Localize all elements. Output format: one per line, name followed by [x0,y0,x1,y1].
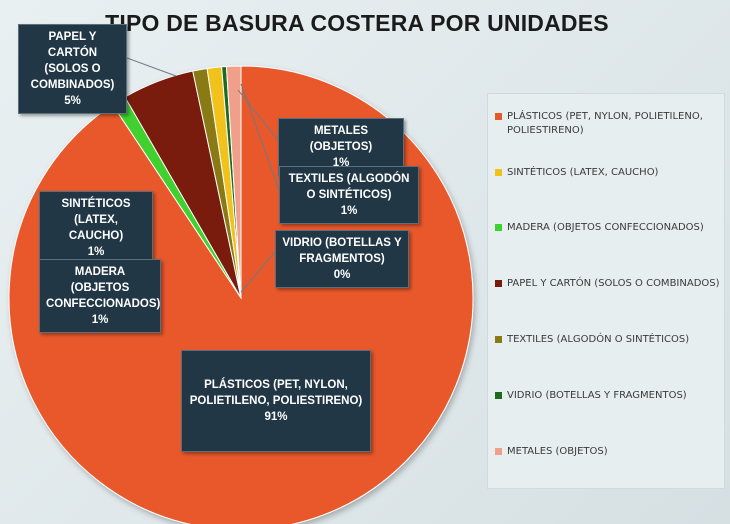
data-label-textiles-pct: 1% [340,205,358,217]
data-label-sinteticos: SINTÉTICOS (LATEX, CAUCHO) 1% [39,191,153,265]
leader-line [126,57,177,77]
leader-line [240,251,276,293]
legend-swatch [495,336,502,343]
legend-label: VIDRIO (BOTELLAS Y FRAGMENTOS) [507,390,687,401]
legend-label: PAPEL Y CARTÓN (SOLOS O COMBINADOS) [507,278,720,289]
legend-item: SINTÉTICOS (LATEX, CAUCHO) [495,166,721,180]
leader-line [237,89,279,141]
data-label-papel: PAPEL Y CARTÓN (SOLOS O COMBINADOS) 5% [18,24,127,114]
legend-swatch [495,392,502,399]
legend-item: PAPEL Y CARTÓN (SOLOS O COMBINADOS) [495,277,721,291]
legend-label: METALES (OBJETOS) [507,446,608,457]
data-label-plasticos-pct: 91% [264,411,288,423]
legend: PLÁSTICOS (PET, NYLON, POLIETILENO, POLI… [487,93,725,489]
data-label-vidrio-text: VIDRIO (BOTELLAS Y FRAGMENTOS) [282,237,402,265]
legend-swatch [495,113,502,120]
legend-item: MADERA (OBJETOS CONFECCIONADOS) [495,221,721,235]
leader-line [240,83,280,191]
data-label-madera-text: MADERA (OBJETOS CONFECCIONADOS) [46,266,161,310]
data-label-plasticos: PLÁSTICOS (PET, NYLON, POLIETILENO, POLI… [181,350,371,452]
data-label-textiles-text: TEXTILES (ALGODÓN O SINTÉTICOS) [288,173,410,201]
data-label-madera-pct: 1% [91,314,109,326]
data-label-papel-pct: 5% [64,95,81,107]
legend-item: VIDRIO (BOTELLAS Y FRAGMENTOS) [495,389,721,403]
legend-swatch [495,169,502,176]
chart-title-text: TIPO DE BASURA COSTERA POR UNIDADES [105,10,609,36]
data-label-vidrio-pct: 0% [333,269,351,281]
chart-title: TIPO DE BASURA COSTERA POR UNIDADES [0,10,730,37]
legend-label: PLÁSTICOS (PET, NYLON, POLIETILENO, POLI… [507,111,703,136]
legend-item: PLÁSTICOS (PET, NYLON, POLIETILENO, POLI… [495,110,721,138]
legend-label: SINTÉTICOS (LATEX, CAUCHO) [507,167,659,178]
data-label-plasticos-text: PLÁSTICOS (PET, NYLON, POLIETILENO, POLI… [189,379,363,407]
data-label-sinteticos-pct: 1% [87,246,105,258]
legend-label: TEXTILES (ALGODÓN O SINTÉTICOS) [507,334,690,345]
data-label-papel-text: PAPEL Y CARTÓN (SOLOS O COMBINADOS) [30,31,115,91]
legend-swatch [495,280,502,287]
legend-item: METALES (OBJETOS) [495,445,721,459]
legend-item: TEXTILES (ALGODÓN O SINTÉTICOS) [495,333,721,347]
pie-slice [225,65,242,299]
data-label-madera: MADERA (OBJETOS CONFECCIONADOS) 1% [39,259,161,333]
data-label-vidrio: VIDRIO (BOTELLAS Y FRAGMENTOS) 0% [275,230,409,288]
legend-label: MADERA (OBJETOS CONFECCIONADOS) [507,222,704,233]
data-label-metales-text: METALES (OBJETOS) [309,125,373,153]
legend-swatch [495,224,502,231]
legend-swatch [495,448,502,455]
data-label-sinteticos-text: SINTÉTICOS (LATEX, CAUCHO) [61,198,131,242]
data-label-textiles: TEXTILES (ALGODÓN O SINTÉTICOS) 1% [279,166,419,224]
